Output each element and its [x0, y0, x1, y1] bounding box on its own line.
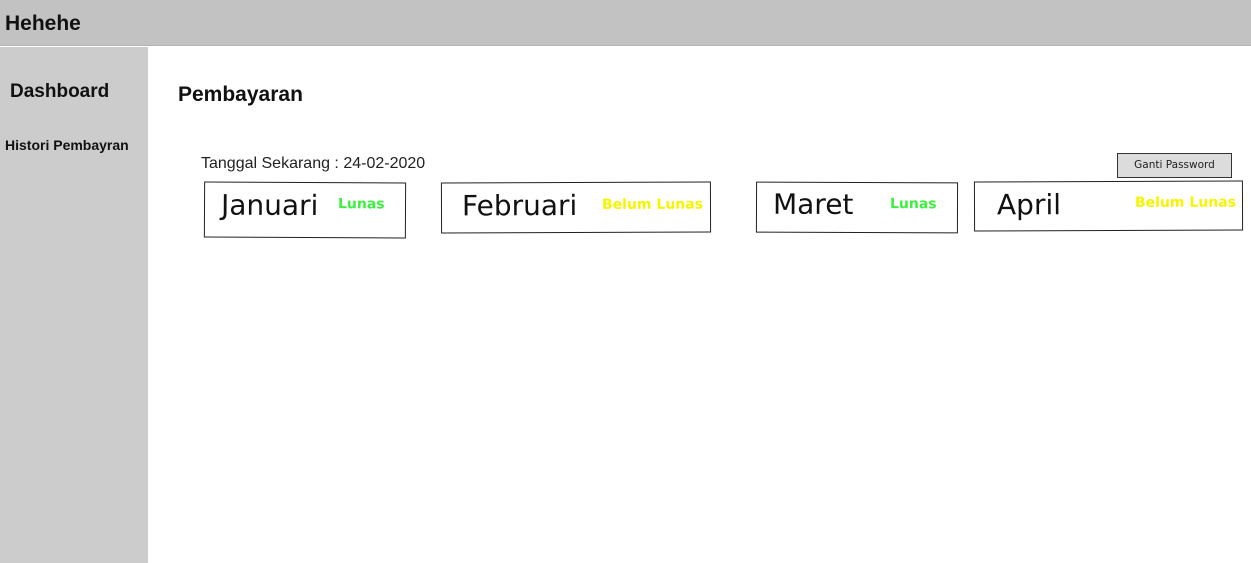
payment-status-badge: Belum Lunas: [1134, 194, 1237, 211]
month-label: Februari: [461, 188, 578, 223]
sidebar-item-histori-pembayaran[interactable]: Histori Pembayran: [5, 137, 129, 153]
month-label: Maret: [772, 187, 854, 221]
payment-status-badge: Lunas: [889, 196, 937, 213]
month-card-maret[interactable]: Maret Lunas: [755, 181, 959, 234]
change-password-button[interactable]: Ganti Password: [1117, 153, 1232, 178]
top-bar: Hehehe: [0, 0, 1251, 46]
page-title: Pembayaran: [178, 83, 303, 106]
current-date-text: Tanggal Sekarang : 24-02-2020: [201, 155, 426, 172]
payment-status-badge: Belum Lunas: [601, 196, 704, 213]
month-card-februari[interactable]: Februari Belum Lunas: [440, 181, 712, 234]
app-title: Hehehe: [5, 12, 81, 35]
sidebar-item-dashboard[interactable]: Dashboard: [10, 81, 110, 102]
month-card-januari[interactable]: Januari Lunas: [203, 181, 407, 239]
month-card-april[interactable]: April Belum Lunas: [973, 180, 1244, 232]
month-label: April: [996, 188, 1062, 222]
payment-status-badge: Lunas: [337, 196, 385, 213]
month-label: Januari: [220, 188, 319, 223]
sidebar: Dashboard Histori Pembayran: [0, 47, 148, 563]
